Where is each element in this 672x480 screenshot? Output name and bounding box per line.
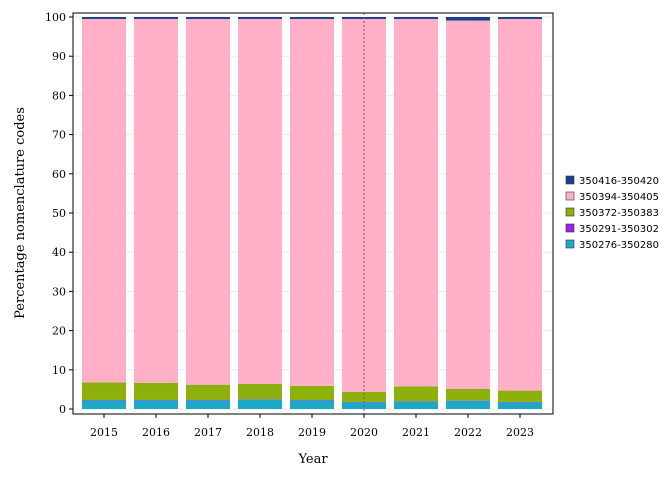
x-tick-label: 2019: [298, 426, 326, 439]
legend-swatch: [565, 175, 575, 185]
legend-label: 350394-350405: [579, 192, 659, 203]
bar-segment: [82, 17, 126, 19]
legend-swatch: [565, 191, 575, 201]
bar-segment: [134, 18, 178, 383]
bar-segment: [498, 390, 542, 402]
bar-segment: [290, 18, 334, 386]
y-tick-label: 50: [52, 207, 66, 220]
bars-group: [82, 17, 542, 409]
legend-label: 350276-350280: [579, 240, 659, 251]
bar-segment: [394, 401, 438, 409]
legend-label: 350372-350383: [579, 208, 659, 219]
x-axis-title: Year: [297, 452, 328, 467]
x-tick-label: 2018: [246, 426, 274, 439]
bar-segment: [498, 402, 542, 409]
x-tick-label: 2016: [142, 426, 170, 439]
bar-segment: [498, 17, 542, 19]
bar-segment: [342, 391, 386, 402]
bar-segment: [394, 386, 438, 402]
bar-segment: [186, 384, 230, 400]
bar-segment: [238, 17, 282, 19]
bar-segment: [238, 399, 282, 409]
bar-segment: [446, 400, 490, 409]
legend-swatch: [565, 223, 575, 233]
bar-segment: [446, 389, 490, 401]
x-tick-label: 2023: [506, 426, 534, 439]
x-tick-label: 2020: [350, 426, 378, 439]
y-tick-label: 10: [52, 364, 66, 377]
x-tick-label: 2022: [454, 426, 482, 439]
bar-segment: [186, 18, 230, 385]
x-tick-label: 2021: [402, 426, 430, 439]
bar-segment: [446, 20, 490, 390]
legend-label: 350291-350302: [579, 224, 659, 235]
bar-segment: [82, 400, 126, 409]
x-tick-label: 2017: [194, 426, 222, 439]
x-axis: 2015 2016 2017 2018 2019 2020 2021 2022 2023: [90, 414, 534, 439]
y-axis-title: Percentage nomenclature codes: [13, 107, 28, 319]
bar-segment: [290, 17, 334, 19]
y-tick-label: 60: [52, 168, 66, 181]
y-tick-label: 80: [52, 89, 66, 102]
bar-segment: [290, 385, 334, 400]
bar-segment: [394, 17, 438, 19]
bar-segment: [134, 382, 178, 400]
legend-label: 350416-350420: [579, 176, 659, 187]
x-tick-label: 2015: [90, 426, 118, 439]
bar-segment: [134, 400, 178, 409]
bar-segment: [186, 17, 230, 19]
bar-segment: [446, 17, 490, 21]
y-axis: 0 10 20 30 40 50 60 70 80 90 100: [45, 11, 73, 416]
y-tick-label: 20: [52, 325, 66, 338]
y-tick-label: 100: [45, 11, 66, 24]
y-tick-label: 40: [52, 246, 66, 259]
bar-segment: [238, 383, 282, 400]
bar-segment: [290, 400, 334, 409]
y-tick-label: 90: [52, 50, 66, 63]
bar-segment: [82, 18, 126, 383]
y-tick-label: 70: [52, 129, 66, 142]
y-tick-label: 30: [52, 285, 66, 298]
legend-swatch: [565, 207, 575, 217]
bar-segment: [82, 382, 126, 400]
bar-segment: [238, 18, 282, 384]
y-tick-label: 0: [59, 403, 66, 416]
bar-segment: [186, 400, 230, 409]
legend: 350416-350420 350394-350405 350372-350383 3…: [565, 175, 659, 251]
bar-segment: [134, 17, 178, 19]
bar-segment: [498, 18, 542, 391]
bar-segment: [394, 18, 438, 387]
legend-swatch: [565, 239, 575, 249]
